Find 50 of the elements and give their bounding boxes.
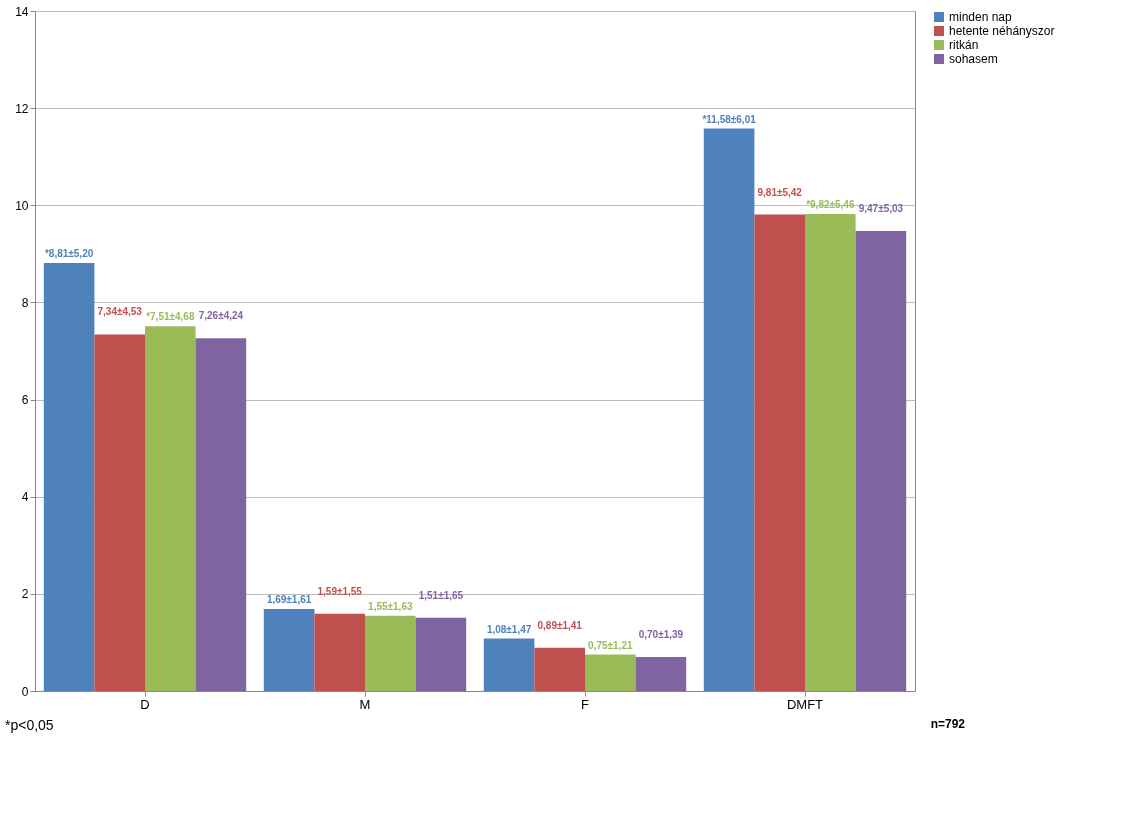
data-label: *11,58±6,01 (702, 113, 757, 125)
y-tick-label: 10 (15, 198, 29, 213)
y-tick-label: 6 (21, 393, 29, 408)
y-tick-label: 14 (15, 4, 29, 19)
data-label: 9,47±5,03 (858, 203, 904, 215)
bar (635, 657, 687, 691)
bar (703, 128, 755, 691)
data-label: *8,81±5,20 (44, 248, 94, 260)
data-label: 1,69±1,61 (266, 593, 312, 605)
text: n=792 (930, 717, 966, 731)
bar (263, 608, 315, 691)
data-label: *7,51±4,68 (146, 311, 195, 323)
data-label: 1,59±1,55 (317, 585, 363, 597)
x-tick-label: M (359, 696, 371, 712)
bar (534, 647, 585, 691)
bar (94, 334, 145, 691)
legend-label: hetente néhányszor (949, 24, 1055, 38)
bar (483, 638, 535, 691)
bar (805, 214, 856, 691)
legend-label: minden nap (949, 10, 1013, 24)
data-label: 0,70±1,39 (638, 629, 684, 640)
data-label: 0,75±1,21 (588, 639, 633, 651)
data-label: 7,26±4,24 (198, 310, 244, 322)
bar (145, 326, 196, 691)
data-label: 1,51±1,65 (418, 589, 464, 601)
legend-label: ritkán (949, 38, 979, 52)
data-label: 1,55±1,63 (368, 600, 413, 612)
data-label: 1,08±1,47 (486, 623, 532, 635)
bar (365, 615, 416, 691)
y-tick-label: 8 (21, 295, 29, 310)
x-tick-label: D (140, 696, 150, 712)
data-label: 0,89±1,41 (537, 619, 583, 631)
bar (855, 231, 907, 691)
bar (314, 613, 365, 691)
data-label: *9,82±5,46 (806, 199, 855, 211)
y-tick-label: 4 (21, 490, 29, 505)
data-label: 9,81±5,42 (757, 186, 803, 198)
x-tick-label: F (581, 696, 590, 712)
y-tick-label: 2 (21, 587, 29, 602)
bar (754, 214, 805, 691)
text: *p<0,05 (5, 717, 54, 733)
bar (195, 338, 247, 691)
bar (585, 654, 636, 691)
y-tick-label: 0 (21, 684, 29, 699)
y-tick-label: 12 (15, 101, 29, 116)
bar (43, 263, 95, 691)
bar (415, 617, 467, 691)
legend-label: sohasem (949, 52, 998, 66)
data-label: 7,34±4,53 (97, 306, 143, 318)
x-tick-label: DMFT (786, 696, 824, 712)
